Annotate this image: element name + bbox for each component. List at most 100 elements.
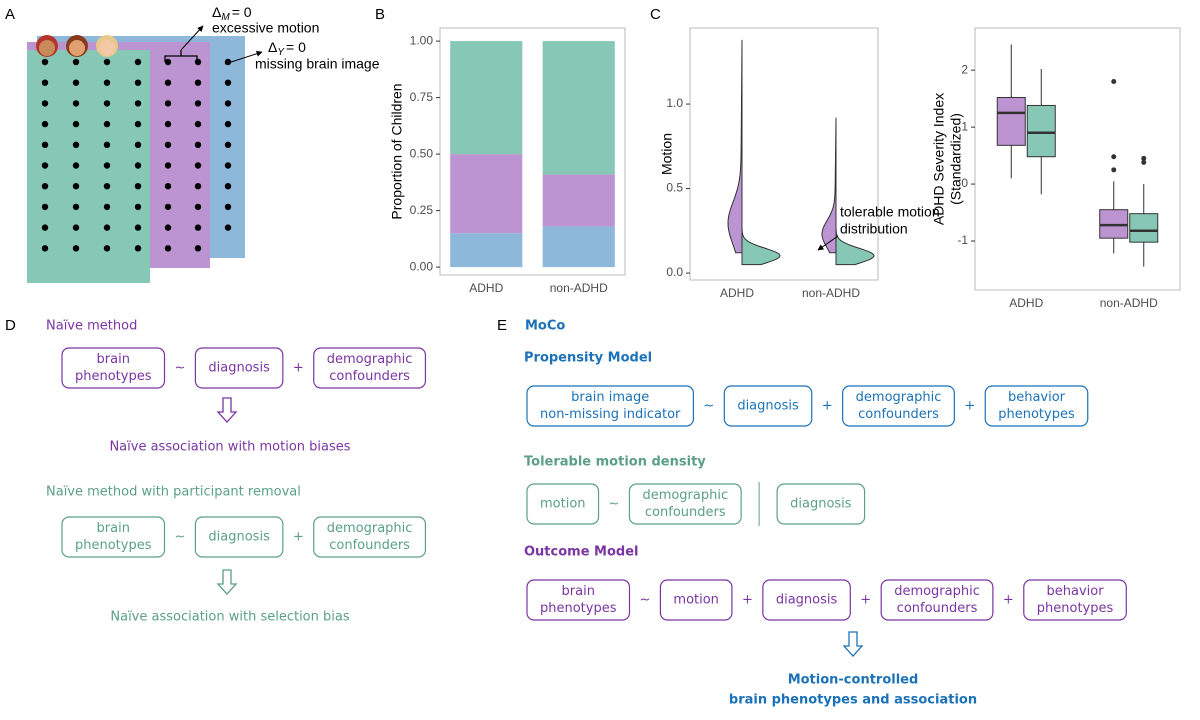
annotation: distribution [840,221,908,237]
x-tick-label: non-ADHD [802,286,860,300]
box-label: phenotypes [75,538,152,553]
model-title: Outcome Model [524,545,639,560]
x-tick-label: non-ADHD [550,281,608,295]
term-box [61,347,166,389]
operator: ~ [175,530,186,545]
panel-label: E [497,317,507,334]
participant-dot [194,100,202,107]
y-tick-label: 0.50 [410,146,434,160]
y-tick-label: 0.00 [410,259,434,273]
participant-dot [164,141,172,148]
term-box [880,579,994,621]
operator: ~ [609,497,620,512]
participant-dot [103,183,111,190]
equals: = 0 [286,39,306,55]
violin [835,228,875,266]
participant-dot [194,203,202,211]
term-box [526,579,631,621]
participant-dot [72,162,80,169]
term-box [776,483,866,525]
operator: + [964,399,975,414]
participant-dot [164,224,172,231]
participant-dot [164,245,172,252]
participant-dot [194,183,202,190]
term-box [984,385,1089,427]
box-label: behavior [1047,584,1105,599]
participant-dot [41,79,49,86]
term-box [659,579,733,621]
box-label: diagnosis [208,530,270,545]
y-tick-label: 1.00 [410,33,434,47]
plot-frame [689,27,879,281]
participant-dot [224,120,232,128]
participant-dot [224,203,232,211]
participant-dot [164,79,172,86]
participant-dot [164,203,172,211]
participant-dot [72,203,80,211]
participant-dot [41,58,49,66]
annotation: missing brain image [255,56,380,72]
panel-label: D [5,317,16,334]
participant-dot [103,162,111,169]
participant-dot [72,183,80,190]
box-label: behavior [1008,390,1066,405]
operator: + [1003,593,1014,608]
panel-label: C [650,6,661,23]
participant-dot [41,245,49,252]
box-label: non-missing indicator [540,407,681,422]
y-axis-title: (Standardized) [948,113,964,205]
box-label: demographic [894,584,980,599]
participant-dot [41,141,49,148]
down-arrow [216,397,238,423]
participant-dot [134,120,142,128]
y-tick-label: 0.0 [666,265,683,279]
participant-dot [72,79,80,86]
illustration: ΔM = 0 excessive motion ΔY = 0 missing bra… [27,4,380,283]
participant-dot [194,120,202,128]
box [996,96,1026,146]
participant-dot [164,120,172,128]
x-tick-label: ADHD [1009,296,1043,310]
participant-dot [224,100,232,107]
equals: = 0 [232,4,252,20]
box-label: confounders [329,369,410,384]
participant-dot [194,162,202,169]
plot-frame [439,27,626,276]
violin [741,228,781,266]
section-title: MoCo [525,319,565,334]
box-label: diagnosis [737,399,799,414]
delta-label: ΔY = 0 [268,39,306,58]
annotation: tolerable motion [840,204,940,220]
outlier [1111,167,1117,173]
term-box [526,385,695,427]
box-label: confounders [897,601,978,616]
participant-dot [41,100,49,107]
participant-dot [134,245,142,252]
participant-dot [164,162,172,169]
panel-label: B [375,6,385,23]
down-arrow [216,569,238,595]
term-box [61,516,166,558]
participant-dot [134,141,142,148]
box-label: phenotypes [1037,601,1114,616]
outlier [1141,159,1147,165]
x-tick-label: ADHD [469,281,503,295]
y-tick-label: 0.75 [410,90,434,104]
participant-dot [103,141,111,148]
children-icons [36,35,118,57]
participant-dot [134,183,142,190]
y-tick-label: 2 [961,62,968,76]
model-title: Propensity Model [524,351,652,366]
participant-dot [134,203,142,211]
section-title: Naïve method [46,319,137,334]
operator: + [293,530,304,545]
participant-dot [134,100,142,107]
participant-dot [103,100,111,107]
box-label: brain [562,584,595,599]
participant-dot [41,162,49,169]
participant-dot [164,183,172,190]
term-box [842,385,955,427]
annotation-arrow [817,235,839,251]
box-label: confounders [858,407,939,422]
